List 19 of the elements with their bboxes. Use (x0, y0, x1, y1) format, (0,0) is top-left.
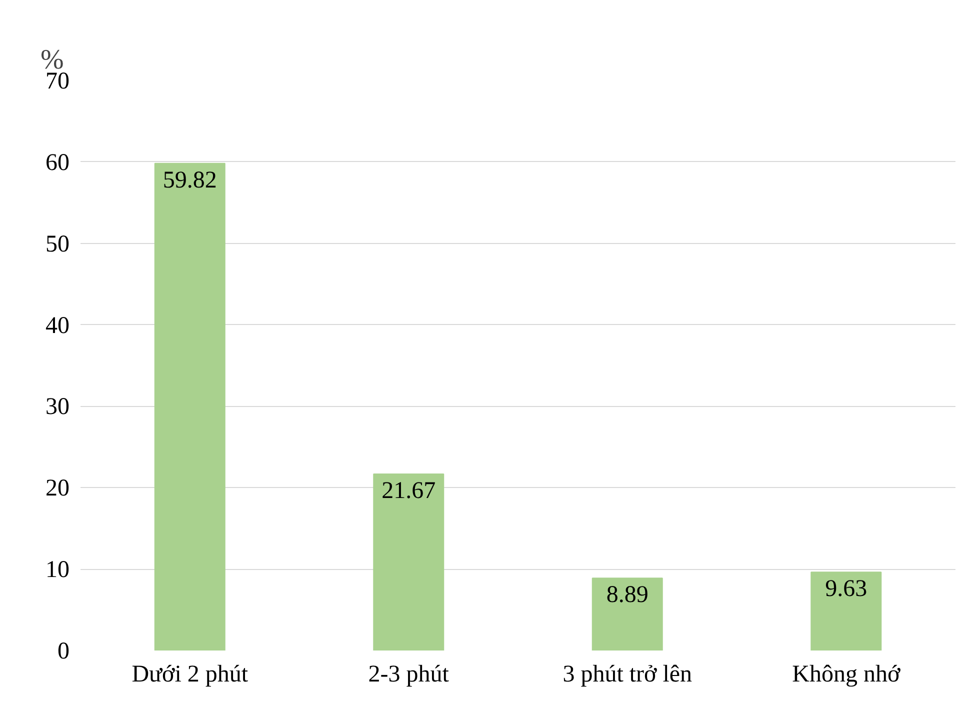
bar (810, 572, 882, 650)
x-tick-label: Không nhớ (792, 662, 900, 688)
y-tick-label: 0 (58, 638, 70, 664)
x-tick-label: 2-3 phút (368, 662, 450, 688)
y-tick-label: 60 (46, 150, 70, 176)
bar (373, 474, 444, 650)
data-label: 21.67 (382, 478, 436, 504)
data-label: 8.89 (606, 582, 648, 608)
x-tick-label: Dưới 2 phút (132, 662, 248, 688)
bar (154, 162, 226, 650)
y-tick-label: 40 (46, 312, 70, 339)
x-tick-label: 3 phút trở lên (562, 662, 692, 688)
y-tick-label: 30 (46, 394, 70, 420)
bar (592, 578, 663, 650)
y-tick-label: 20 (46, 476, 70, 502)
data-label: 9.63 (825, 576, 868, 602)
y-tick-label: 10 (46, 557, 70, 584)
y-tick-label: 50 (46, 231, 70, 258)
data-label: 59.82 (162, 167, 217, 194)
